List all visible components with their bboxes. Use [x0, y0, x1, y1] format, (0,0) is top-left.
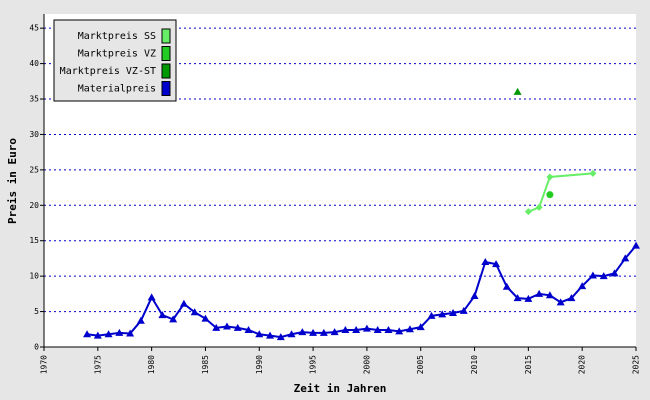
- x-tick-label: 1970: [40, 355, 49, 374]
- x-tick-label: 1990: [255, 355, 264, 374]
- point: [233, 323, 242, 331]
- point: [341, 325, 350, 333]
- y-tick-label: 15: [29, 236, 39, 245]
- x-tick-label: 1975: [93, 355, 102, 374]
- point: [427, 311, 436, 319]
- point: [459, 306, 468, 314]
- legend-label: Materialpreis: [78, 84, 156, 95]
- point: [115, 328, 124, 336]
- point: [405, 325, 414, 333]
- x-axis-title: Zeit in Jahren: [294, 382, 387, 395]
- y-tick-label: 25: [29, 165, 39, 174]
- point: [556, 298, 565, 306]
- y-tick-label: 40: [29, 59, 39, 68]
- point: [201, 314, 210, 322]
- y-axis-title: Preis in Euro: [6, 138, 19, 224]
- point: [545, 291, 554, 299]
- point: [373, 325, 382, 333]
- point: [319, 328, 328, 336]
- point: [158, 311, 167, 319]
- legend-label: Marktpreis VZ-ST: [60, 66, 156, 77]
- point: [535, 203, 543, 211]
- point: [524, 294, 533, 302]
- y-tick-label: 30: [29, 130, 39, 139]
- point: [330, 328, 339, 336]
- point: [610, 269, 619, 277]
- point: [147, 293, 156, 301]
- x-tick-label: 1995: [309, 355, 318, 374]
- point: [93, 331, 102, 339]
- point: [546, 173, 554, 181]
- point: [502, 282, 511, 290]
- point: [513, 87, 522, 95]
- y-tick-label: 35: [29, 95, 39, 104]
- point: [179, 299, 188, 307]
- legend-box: [53, 19, 177, 102]
- point: [126, 329, 135, 337]
- series-line: [86, 245, 637, 339]
- x-tick-label: 2020: [578, 355, 587, 374]
- point: [136, 316, 145, 324]
- point: [470, 291, 479, 299]
- point: [588, 271, 597, 279]
- point: [438, 310, 447, 318]
- legend-swatch: [161, 46, 171, 61]
- point: [513, 294, 522, 302]
- point: [632, 241, 640, 249]
- y-tick-label: 20: [29, 201, 39, 210]
- point: [169, 315, 178, 323]
- point: [104, 330, 113, 338]
- point: [546, 191, 554, 199]
- point: [287, 330, 296, 338]
- legend-swatch: [161, 28, 171, 44]
- point: [384, 325, 393, 333]
- point: [449, 308, 458, 316]
- point: [567, 294, 576, 302]
- x-tick-label: 2005: [416, 355, 425, 374]
- x-tick-label: 2000: [362, 355, 371, 374]
- point: [83, 330, 92, 338]
- y-tick-label: 0: [34, 343, 39, 352]
- point: [298, 328, 307, 336]
- legend-label: Marktpreis VZ: [78, 49, 156, 60]
- series-line: [527, 172, 594, 213]
- legend-label: Marktpreis SS: [78, 31, 156, 42]
- point: [255, 330, 264, 338]
- x-tick-label: 2015: [524, 355, 533, 374]
- x-tick-label: 1980: [147, 355, 156, 374]
- point: [222, 322, 231, 330]
- point: [352, 325, 361, 333]
- x-tick-label: 1985: [201, 355, 210, 374]
- point: [395, 327, 404, 335]
- point: [212, 323, 221, 331]
- x-tick-label: 2010: [470, 355, 479, 374]
- point: [416, 323, 425, 331]
- point: [362, 324, 371, 332]
- point: [492, 260, 501, 268]
- y-tick-label: 5: [34, 307, 39, 316]
- y-tick-label: 10: [29, 272, 39, 281]
- point: [190, 308, 199, 316]
- point: [578, 282, 587, 290]
- legend-swatch: [161, 81, 171, 96]
- x-tick-label: 2025: [632, 355, 641, 374]
- point: [599, 272, 608, 280]
- point: [589, 169, 597, 177]
- point: [535, 289, 544, 297]
- point: [309, 328, 318, 336]
- point: [266, 331, 275, 339]
- y-tick-label: 45: [29, 24, 39, 33]
- point: [481, 257, 490, 265]
- point: [244, 325, 253, 333]
- point: [276, 333, 285, 341]
- legend-swatch: [161, 63, 171, 79]
- point: [524, 208, 532, 216]
- point: [621, 254, 630, 262]
